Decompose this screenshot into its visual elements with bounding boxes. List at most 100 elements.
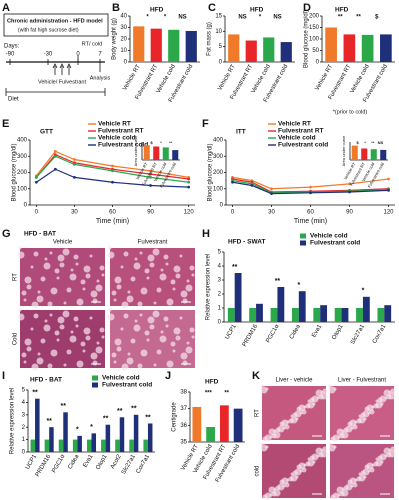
cell	[388, 392, 396, 400]
series-line	[232, 181, 389, 195]
y-tick-label: 100	[309, 37, 320, 43]
cell	[114, 338, 122, 346]
y-tick-label: 36	[180, 423, 187, 429]
cell	[31, 363, 39, 371]
y-tick-label: 400	[213, 138, 224, 144]
cell	[49, 313, 53, 317]
cell	[90, 290, 98, 298]
cell	[156, 287, 162, 293]
cell	[180, 290, 188, 298]
cell	[333, 445, 337, 449]
bar	[153, 146, 160, 160]
arrow	[66, 63, 72, 69]
bar	[249, 308, 257, 322]
panel-title: HFD - BAT	[24, 231, 56, 238]
cell	[140, 287, 148, 295]
cell	[144, 268, 150, 274]
cell	[59, 262, 65, 268]
cell	[320, 392, 328, 400]
bar	[325, 27, 337, 62]
cell	[295, 417, 299, 421]
bar	[162, 147, 169, 160]
cell	[390, 446, 396, 452]
bar	[143, 145, 150, 160]
chart-title: HFD	[150, 7, 164, 14]
cell	[163, 254, 169, 260]
y-tick-label: 3	[218, 278, 222, 284]
cell	[137, 301, 143, 307]
cell	[108, 308, 112, 312]
cell	[80, 341, 86, 347]
legend-label: Vehicle RT	[278, 121, 311, 128]
y-tick-label: 2	[22, 425, 26, 431]
y-tick-label: 1	[22, 437, 26, 443]
cell	[322, 388, 328, 394]
note: *(prior to cold)	[333, 109, 368, 115]
x-tick-label: Cox7a1	[372, 323, 388, 344]
y-tick-label: 0	[219, 60, 223, 66]
x-tick-label: 90	[346, 210, 353, 216]
cell	[17, 313, 25, 321]
cell	[89, 254, 93, 258]
y-tick-label: 38	[180, 390, 187, 396]
bar	[362, 296, 370, 322]
bar	[49, 427, 54, 452]
x-tick-label: Vehicle RT	[315, 64, 335, 92]
treatment: Vehicle/ Fulvestrant	[38, 79, 86, 85]
y-tick-label: 400	[17, 138, 28, 144]
y-tick-label: 0	[220, 203, 224, 209]
cell	[165, 324, 169, 328]
x-tick-label: Cidea	[67, 453, 80, 470]
point	[270, 187, 273, 191]
cell	[160, 330, 164, 334]
analysis: Analysis	[90, 75, 111, 81]
y-tick-label: 100	[17, 186, 28, 192]
panel-label: F	[202, 118, 209, 130]
point	[34, 180, 38, 184]
cold: RT/ cold	[82, 41, 102, 47]
cell	[273, 489, 281, 497]
bar	[72, 439, 78, 452]
cell	[73, 316, 79, 322]
cell	[75, 262, 79, 266]
point	[34, 175, 38, 179]
annotation: NS	[273, 15, 281, 21]
cell	[95, 346, 103, 354]
cell	[107, 251, 115, 259]
cell	[139, 313, 143, 317]
bar	[86, 439, 92, 452]
cell	[179, 316, 183, 320]
legend-swatch	[300, 240, 306, 246]
panel-label: E	[2, 118, 9, 130]
x-tick-label: UCP1	[25, 453, 39, 470]
cell	[17, 251, 25, 259]
annotation: *	[160, 140, 162, 145]
y-axis-label: Blood glucose (mg/dl)	[304, 10, 310, 68]
cell	[24, 338, 32, 346]
y-tick-label: 5	[22, 388, 26, 394]
annotation: **	[275, 278, 281, 285]
cell	[352, 424, 358, 430]
cell	[172, 349, 176, 353]
cell	[47, 363, 53, 369]
timepoint: 0	[76, 52, 80, 58]
cell	[146, 338, 150, 342]
y-tick-label: 40	[120, 14, 127, 20]
box	[3, 13, 109, 37]
annotation: NS	[238, 15, 246, 21]
bar	[256, 303, 263, 322]
cell	[388, 450, 396, 458]
x-tick-label: Acot2	[110, 453, 123, 470]
cell	[116, 284, 122, 290]
bar	[280, 42, 292, 62]
legend-swatch	[300, 233, 306, 239]
bar	[115, 439, 120, 452]
cell	[320, 450, 328, 458]
cell	[134, 257, 138, 261]
y-axis-label: Blood glucose (mg/dl)	[12, 143, 18, 201]
x-tick-label: Vehicle RT	[122, 64, 142, 92]
x-tick-label: 30	[71, 210, 78, 216]
cell	[312, 402, 316, 406]
cell	[80, 279, 86, 285]
